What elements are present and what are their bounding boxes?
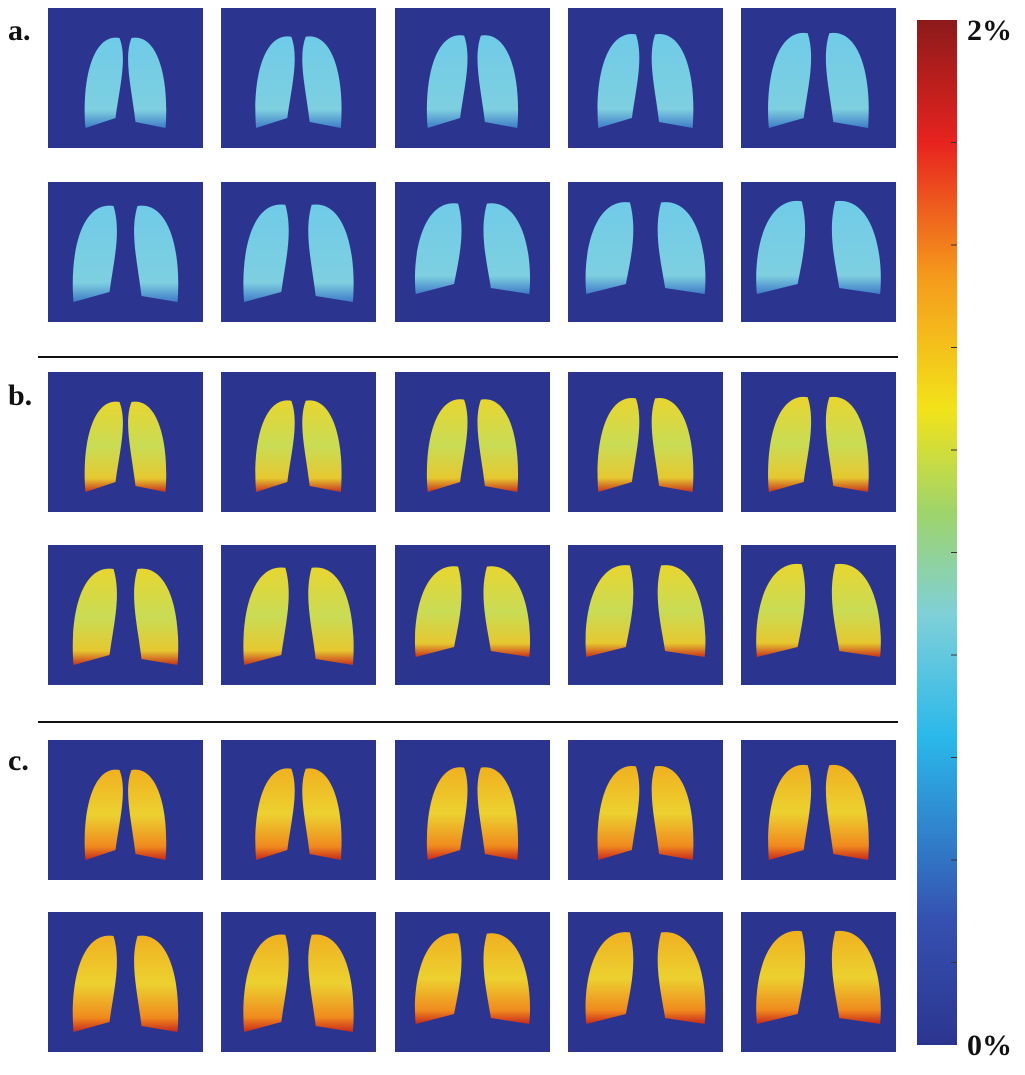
- image-tile: [48, 912, 203, 1052]
- image-tile: [741, 740, 896, 880]
- panel-label: a.: [8, 14, 31, 47]
- image-tile: [221, 8, 376, 148]
- image-tile: [221, 740, 376, 880]
- panel-label: b.: [8, 379, 32, 412]
- image-tile: [568, 8, 723, 148]
- colorbar: [917, 20, 957, 1045]
- image-tile: [48, 372, 203, 512]
- figure: 2% 0% a. b. c.: [0, 0, 1025, 1070]
- colorbar-min-label: 0%: [967, 1029, 1012, 1062]
- image-tile: [48, 740, 203, 880]
- image-tile: [568, 372, 723, 512]
- image-tile: [221, 372, 376, 512]
- image-tile: [395, 372, 550, 512]
- image-tile: [395, 8, 550, 148]
- image-tile: [48, 545, 203, 685]
- image-tile: [568, 740, 723, 880]
- image-grid: [48, 8, 896, 1052]
- image-tile: [741, 372, 896, 512]
- image-tile: [395, 740, 550, 880]
- colorbar-max-label: 2%: [967, 14, 1012, 47]
- image-tile: [48, 182, 203, 322]
- image-tile: [48, 8, 203, 148]
- image-tile: [741, 8, 896, 148]
- panel-label: c.: [8, 744, 29, 777]
